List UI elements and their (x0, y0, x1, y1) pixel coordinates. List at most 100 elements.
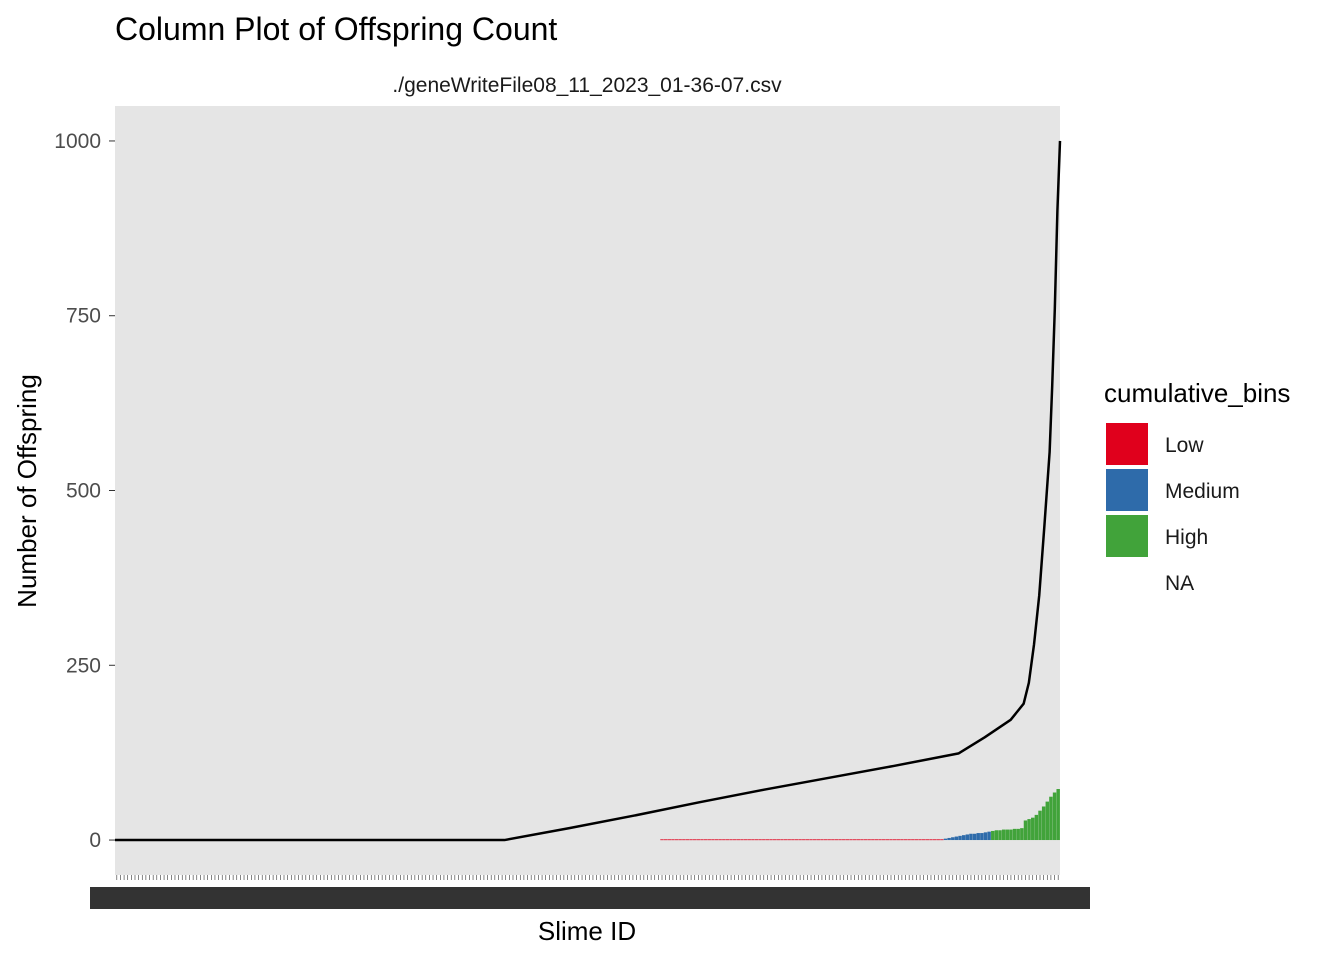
bar-medium (958, 835, 962, 841)
bar-low (747, 839, 751, 841)
legend-key-medium (1106, 469, 1148, 511)
bar-high (1012, 828, 1017, 841)
bar-low (772, 839, 777, 841)
x-tick-labels-overlap (90, 887, 1090, 909)
bar-low (711, 839, 715, 841)
bar-low (827, 839, 831, 841)
bar-medium (983, 832, 988, 841)
bar-low (707, 839, 711, 841)
bar-low (722, 839, 726, 841)
bar-low (736, 839, 741, 841)
bar-low (921, 839, 926, 841)
bar-high (1049, 796, 1053, 841)
bar-low (816, 839, 821, 841)
y-tick-label: 250 (66, 654, 101, 677)
bar-low (696, 839, 701, 841)
bar-low (914, 839, 919, 841)
legend-label-low: Low (1165, 434, 1204, 457)
bar-high (994, 830, 999, 841)
bar-high (1031, 817, 1035, 841)
y-tick-label: 500 (66, 480, 101, 503)
bar-high (1038, 810, 1042, 841)
cumulative-line-layer (115, 140, 1062, 842)
bar-low (940, 839, 944, 841)
bar-high (991, 830, 995, 841)
bar-low (794, 839, 799, 841)
bar-low (718, 839, 722, 841)
bar-high (998, 830, 1002, 841)
bar-low (845, 839, 850, 841)
bar-low (685, 839, 690, 841)
bar-low (889, 839, 893, 841)
bar-low (663, 839, 668, 841)
bar-low (860, 839, 864, 841)
bar-low (863, 839, 868, 841)
bar-low (758, 839, 762, 841)
bar-low (725, 839, 730, 841)
bar-low (660, 839, 664, 841)
bars (660, 789, 1060, 841)
bar-medium (980, 833, 984, 841)
legend-label-na: NA (1165, 572, 1194, 595)
cumulative-line (115, 140, 1062, 842)
bar-low (911, 839, 915, 841)
bar-low (849, 839, 853, 841)
bar-low (671, 839, 675, 841)
bar-low (769, 839, 773, 841)
bar-low (936, 839, 940, 841)
bar-medium (951, 837, 955, 841)
bar-low (918, 839, 922, 841)
bar-medium (954, 836, 959, 841)
bar-high (1009, 829, 1013, 841)
bar-low (667, 839, 671, 841)
bar-low (809, 839, 813, 841)
bar-high (1023, 820, 1028, 841)
bar-low (852, 839, 857, 841)
bar-low (820, 839, 824, 841)
bar-low (798, 839, 802, 841)
bar-low (776, 839, 781, 841)
bar-low (867, 839, 871, 841)
bar-high (1005, 829, 1010, 841)
legend-label-high: High (1165, 526, 1208, 549)
bar-high (1027, 819, 1031, 841)
bar-medium (969, 833, 973, 841)
bar-low (812, 839, 817, 841)
bar-low (842, 839, 846, 841)
bar-high (1020, 828, 1024, 841)
legend-title: cumulative_bins (1104, 378, 1290, 408)
bar-high (1056, 789, 1060, 841)
bar-low (896, 839, 900, 841)
legend: cumulative_bins Low Medium High NA (1104, 378, 1290, 595)
bar-low (732, 839, 737, 841)
bar-high (1001, 829, 1006, 841)
x-axis-title: Slime ID (538, 916, 636, 946)
bar-low (834, 839, 839, 841)
chart-title: Column Plot of Offspring Count (115, 11, 557, 47)
bar-low (856, 839, 860, 841)
bar-medium (943, 838, 948, 841)
bar-low (762, 839, 766, 841)
bar-low (831, 839, 835, 841)
bar-medium (976, 833, 980, 841)
bar-medium (947, 837, 951, 841)
bar-medium (987, 831, 991, 841)
bar-low (689, 839, 693, 841)
bar-low (787, 839, 791, 841)
y-axis-title: Number of Offspring (12, 374, 42, 608)
bar-low (780, 839, 784, 841)
bar-low (929, 839, 933, 841)
legend-label-medium: Medium (1165, 480, 1240, 503)
bar-low (714, 839, 719, 841)
bar-high (1052, 792, 1057, 841)
bar-low (693, 839, 697, 841)
legend-key-low (1106, 423, 1148, 465)
bar-low (740, 839, 744, 841)
bar-medium (972, 833, 977, 841)
bar-low (838, 839, 842, 841)
legend-key-high (1106, 515, 1148, 557)
y-tick-label: 0 (89, 829, 101, 852)
bar-low (783, 839, 788, 841)
x-axis-tick-labels (90, 875, 1090, 909)
